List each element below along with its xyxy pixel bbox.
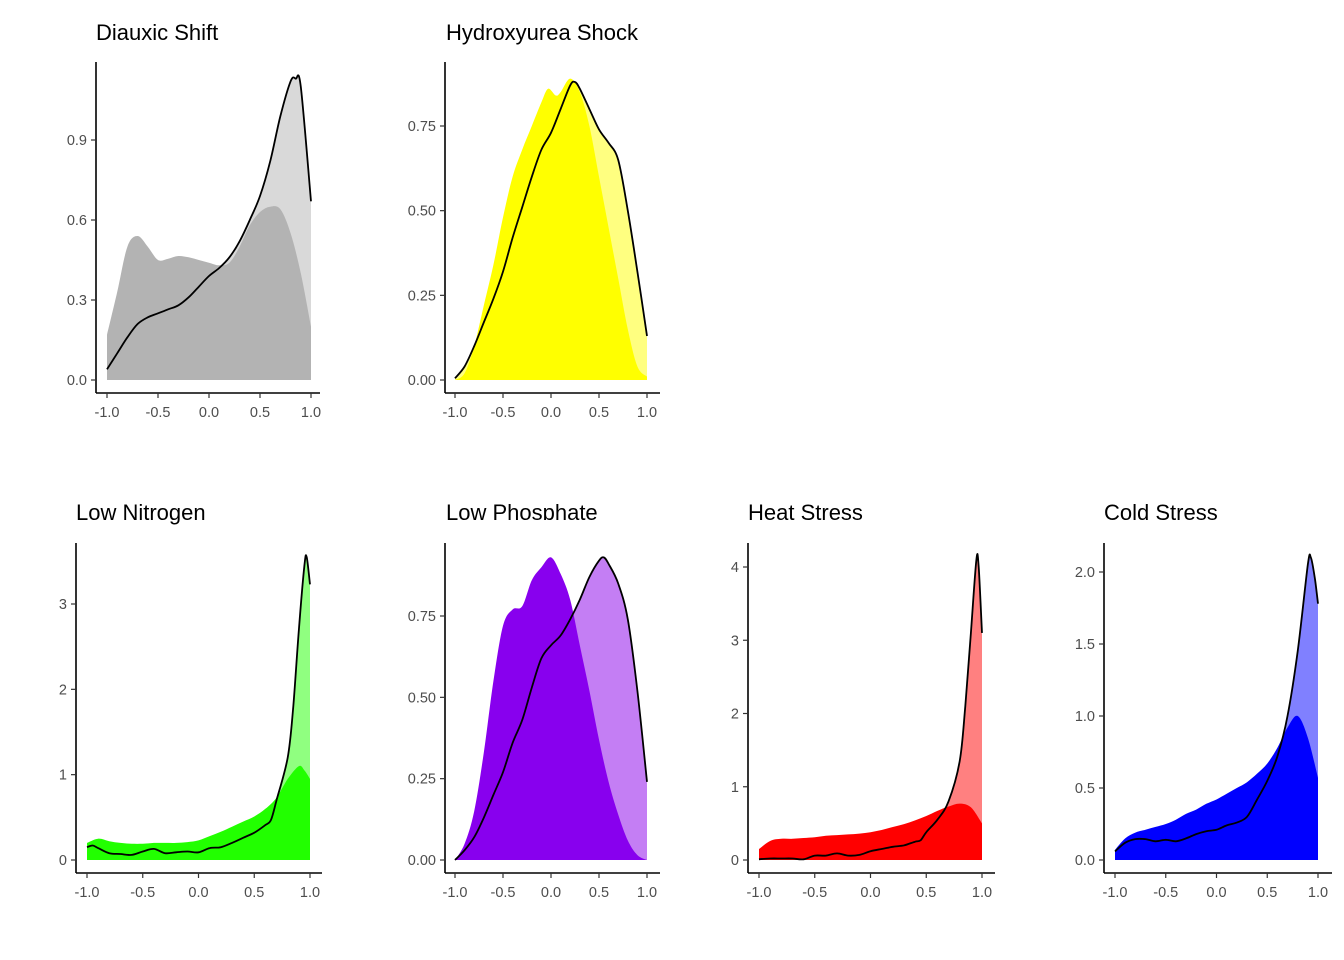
y-tick-label: 3	[59, 597, 67, 613]
y-tick-label: 0.3	[67, 293, 87, 309]
y-tick-label: 0.6	[67, 213, 87, 229]
y-tick-label: 0.75	[408, 119, 436, 135]
panel-title: Heat Stress	[748, 500, 863, 525]
panel-title: Cold Stress	[1104, 500, 1218, 525]
density-area-dark	[87, 765, 310, 860]
x-tick-label: -0.5	[1153, 885, 1178, 901]
x-tick-label: -1.0	[443, 405, 468, 421]
x-tick-label: 0.0	[199, 405, 219, 421]
x-tick-label: 0.5	[244, 885, 264, 901]
density-line	[86, 554, 311, 856]
y-tick-label: 0.0	[1075, 853, 1095, 869]
x-tick-label: 0.5	[916, 885, 936, 901]
y-tick-label: 0.50	[408, 204, 436, 220]
x-tick-label: 1.0	[637, 405, 657, 421]
y-tick-label: 1.5	[1075, 637, 1095, 653]
y-tick-label: 0.0	[67, 373, 87, 389]
density-area-dark	[107, 206, 311, 380]
density-line	[1114, 553, 1319, 853]
x-tick-label: 0.0	[1206, 885, 1226, 901]
x-tick-label: 1.0	[301, 405, 321, 421]
density-area-dark	[759, 803, 982, 860]
panel-diauxic-shift: 0.0 0.3 0.6 0.9 -1.0 -0.5 0.0 0.5 1.0 Diauxic Shi…	[67, 20, 321, 421]
density-area-dark	[1115, 715, 1318, 860]
x-tick-label: -0.5	[146, 405, 171, 421]
panel-low-nitrogen: 0 1 2 3 -1.0 -0.5 0.0 0.5 1.0 Low Nitrogen	[59, 500, 322, 901]
density-line	[106, 74, 312, 370]
panel-title: Low Nitrogen	[76, 500, 206, 525]
panel-title: Low Phosphate	[446, 500, 598, 525]
x-tick-label: -0.5	[491, 885, 516, 901]
x-tick-label: -1.0	[747, 885, 772, 901]
x-tick-label: -1.0	[443, 885, 468, 901]
y-tick-label: 0.5	[1075, 781, 1095, 797]
x-tick-label: -1.0	[75, 885, 100, 901]
x-tick-label: 1.0	[1308, 885, 1328, 901]
density-area-dark	[455, 557, 647, 860]
y-tick-label: 0.00	[408, 853, 436, 869]
x-tick-label: 0.0	[541, 405, 561, 421]
y-tick-label: 2	[731, 707, 739, 723]
x-tick-label: 0.5	[589, 405, 609, 421]
x-tick-label: 1.0	[972, 885, 992, 901]
panel-hydroxyurea-shock: 0.00 0.25 0.50 0.75 -1.0 -0.5 0.0 0.5 1.0 Hydroxy…	[408, 20, 660, 421]
x-tick-label: 1.0	[637, 885, 657, 901]
x-tick-label: 0.5	[250, 405, 270, 421]
y-tick-label: 2.0	[1075, 565, 1095, 581]
y-tick-label: 0.25	[408, 288, 436, 304]
density-area-dark	[455, 78, 647, 380]
x-tick-label: 0.0	[541, 885, 561, 901]
panel-cold-stress: 0.0 0.5 1.0 1.5 2.0 -1.0 -0.5 0.0 0.5 1.0 Cold Str…	[1075, 500, 1332, 901]
x-tick-label: -0.5	[130, 885, 155, 901]
x-tick-label: -1.0	[1103, 885, 1128, 901]
y-tick-label: 1.0	[1075, 709, 1095, 725]
density-line	[454, 556, 648, 861]
density-line	[758, 553, 983, 861]
y-tick-label: 0	[59, 853, 67, 869]
x-tick-label: 0.0	[188, 885, 208, 901]
y-tick-label: 0.75	[408, 609, 436, 625]
y-tick-label: 1	[731, 780, 739, 796]
y-tick-label: 0.50	[408, 690, 436, 706]
density-line	[454, 80, 648, 379]
y-tick-label: 2	[59, 682, 67, 698]
panel-heat-stress: 0 1 2 3 4 -1.0 -0.5 0.0 0.5 1.0 Heat Stress	[731, 500, 995, 901]
y-tick-label: 0	[731, 853, 739, 869]
x-tick-label: 1.0	[300, 885, 320, 901]
y-tick-label: 0.9	[67, 133, 87, 149]
y-tick-label: 1	[59, 768, 67, 784]
y-tick-label: 4	[731, 560, 739, 576]
panel-low-phosphate: 0.00 0.25 0.50 0.75 -1.0 -0.5 0.0 0.5 1.0 Low Pho…	[408, 500, 660, 901]
x-tick-label: -1.0	[95, 405, 120, 421]
y-tick-label: 0.25	[408, 772, 436, 788]
x-tick-label: 0.5	[1257, 885, 1277, 901]
x-tick-label: -0.5	[802, 885, 827, 901]
x-tick-label: -0.5	[491, 405, 516, 421]
panel-title: Diauxic Shift	[96, 20, 218, 45]
panel-title: Hydroxyurea Shock	[446, 20, 639, 45]
x-tick-label: 0.5	[589, 885, 609, 901]
x-tick-label: 0.0	[860, 885, 880, 901]
y-tick-label: 3	[731, 633, 739, 649]
y-tick-label: 0.00	[408, 373, 436, 389]
